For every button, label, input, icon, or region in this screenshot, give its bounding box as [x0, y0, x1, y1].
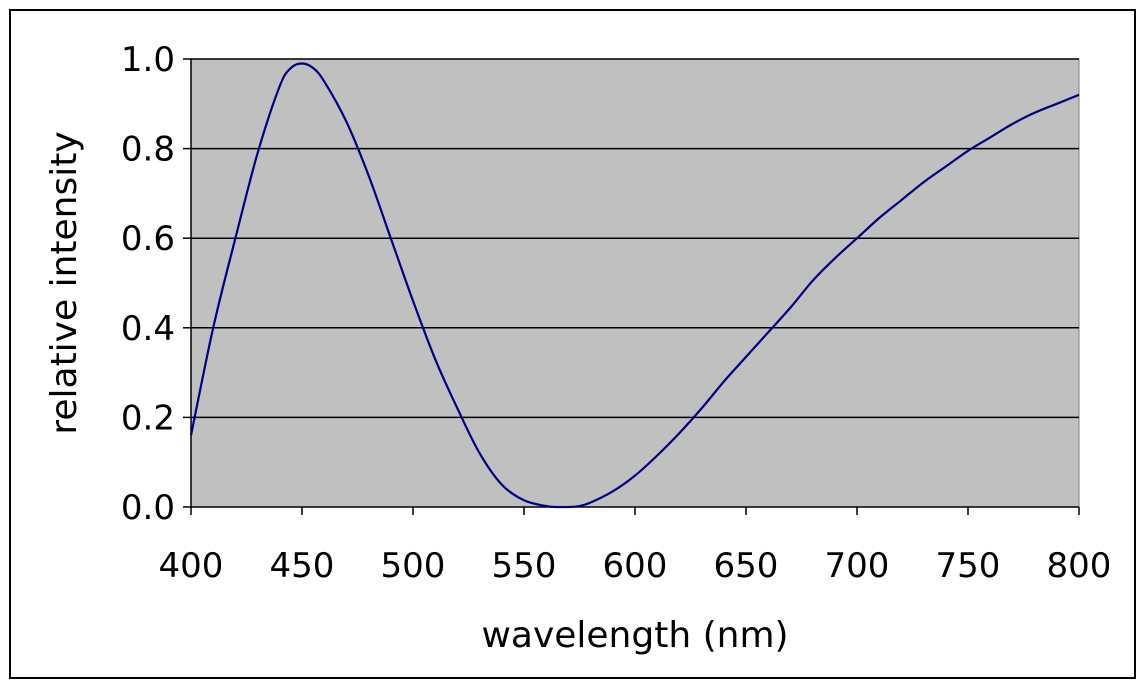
series-line	[189, 62, 1080, 509]
x-tick-label: 650	[714, 546, 779, 586]
x-tick-label: 800	[1047, 546, 1112, 586]
x-tick-label: 400	[159, 546, 224, 586]
y-tick-label: 0.2	[121, 398, 175, 438]
x-tick-label: 550	[492, 546, 557, 586]
x-tick-label: 600	[603, 546, 668, 586]
x-tick-label: 700	[825, 546, 890, 586]
y-tick-label: 1.0	[121, 40, 175, 80]
x-tick-labels: 400 450 500 550 600 650 700 750 800	[159, 546, 1112, 586]
x-tick-label: 450	[270, 546, 335, 586]
y-tick-label: 0.0	[121, 488, 175, 528]
y-tick-label: 0.8	[121, 130, 175, 170]
y-axis-title: relative intensity	[44, 131, 85, 434]
y-tick-label: 0.4	[121, 309, 175, 349]
x-axis-title: wavelength (nm)	[481, 615, 788, 656]
x-tick-label: 750	[936, 546, 1001, 586]
series-group	[189, 62, 1080, 509]
y-tick-label: 0.6	[121, 219, 175, 259]
gridlines	[191, 58, 1079, 419]
plot-area	[190, 58, 1080, 508]
y-tick-labels: 0.0 0.2 0.4 0.6 0.8 1.0	[121, 40, 175, 528]
x-tick-label: 500	[381, 546, 446, 586]
